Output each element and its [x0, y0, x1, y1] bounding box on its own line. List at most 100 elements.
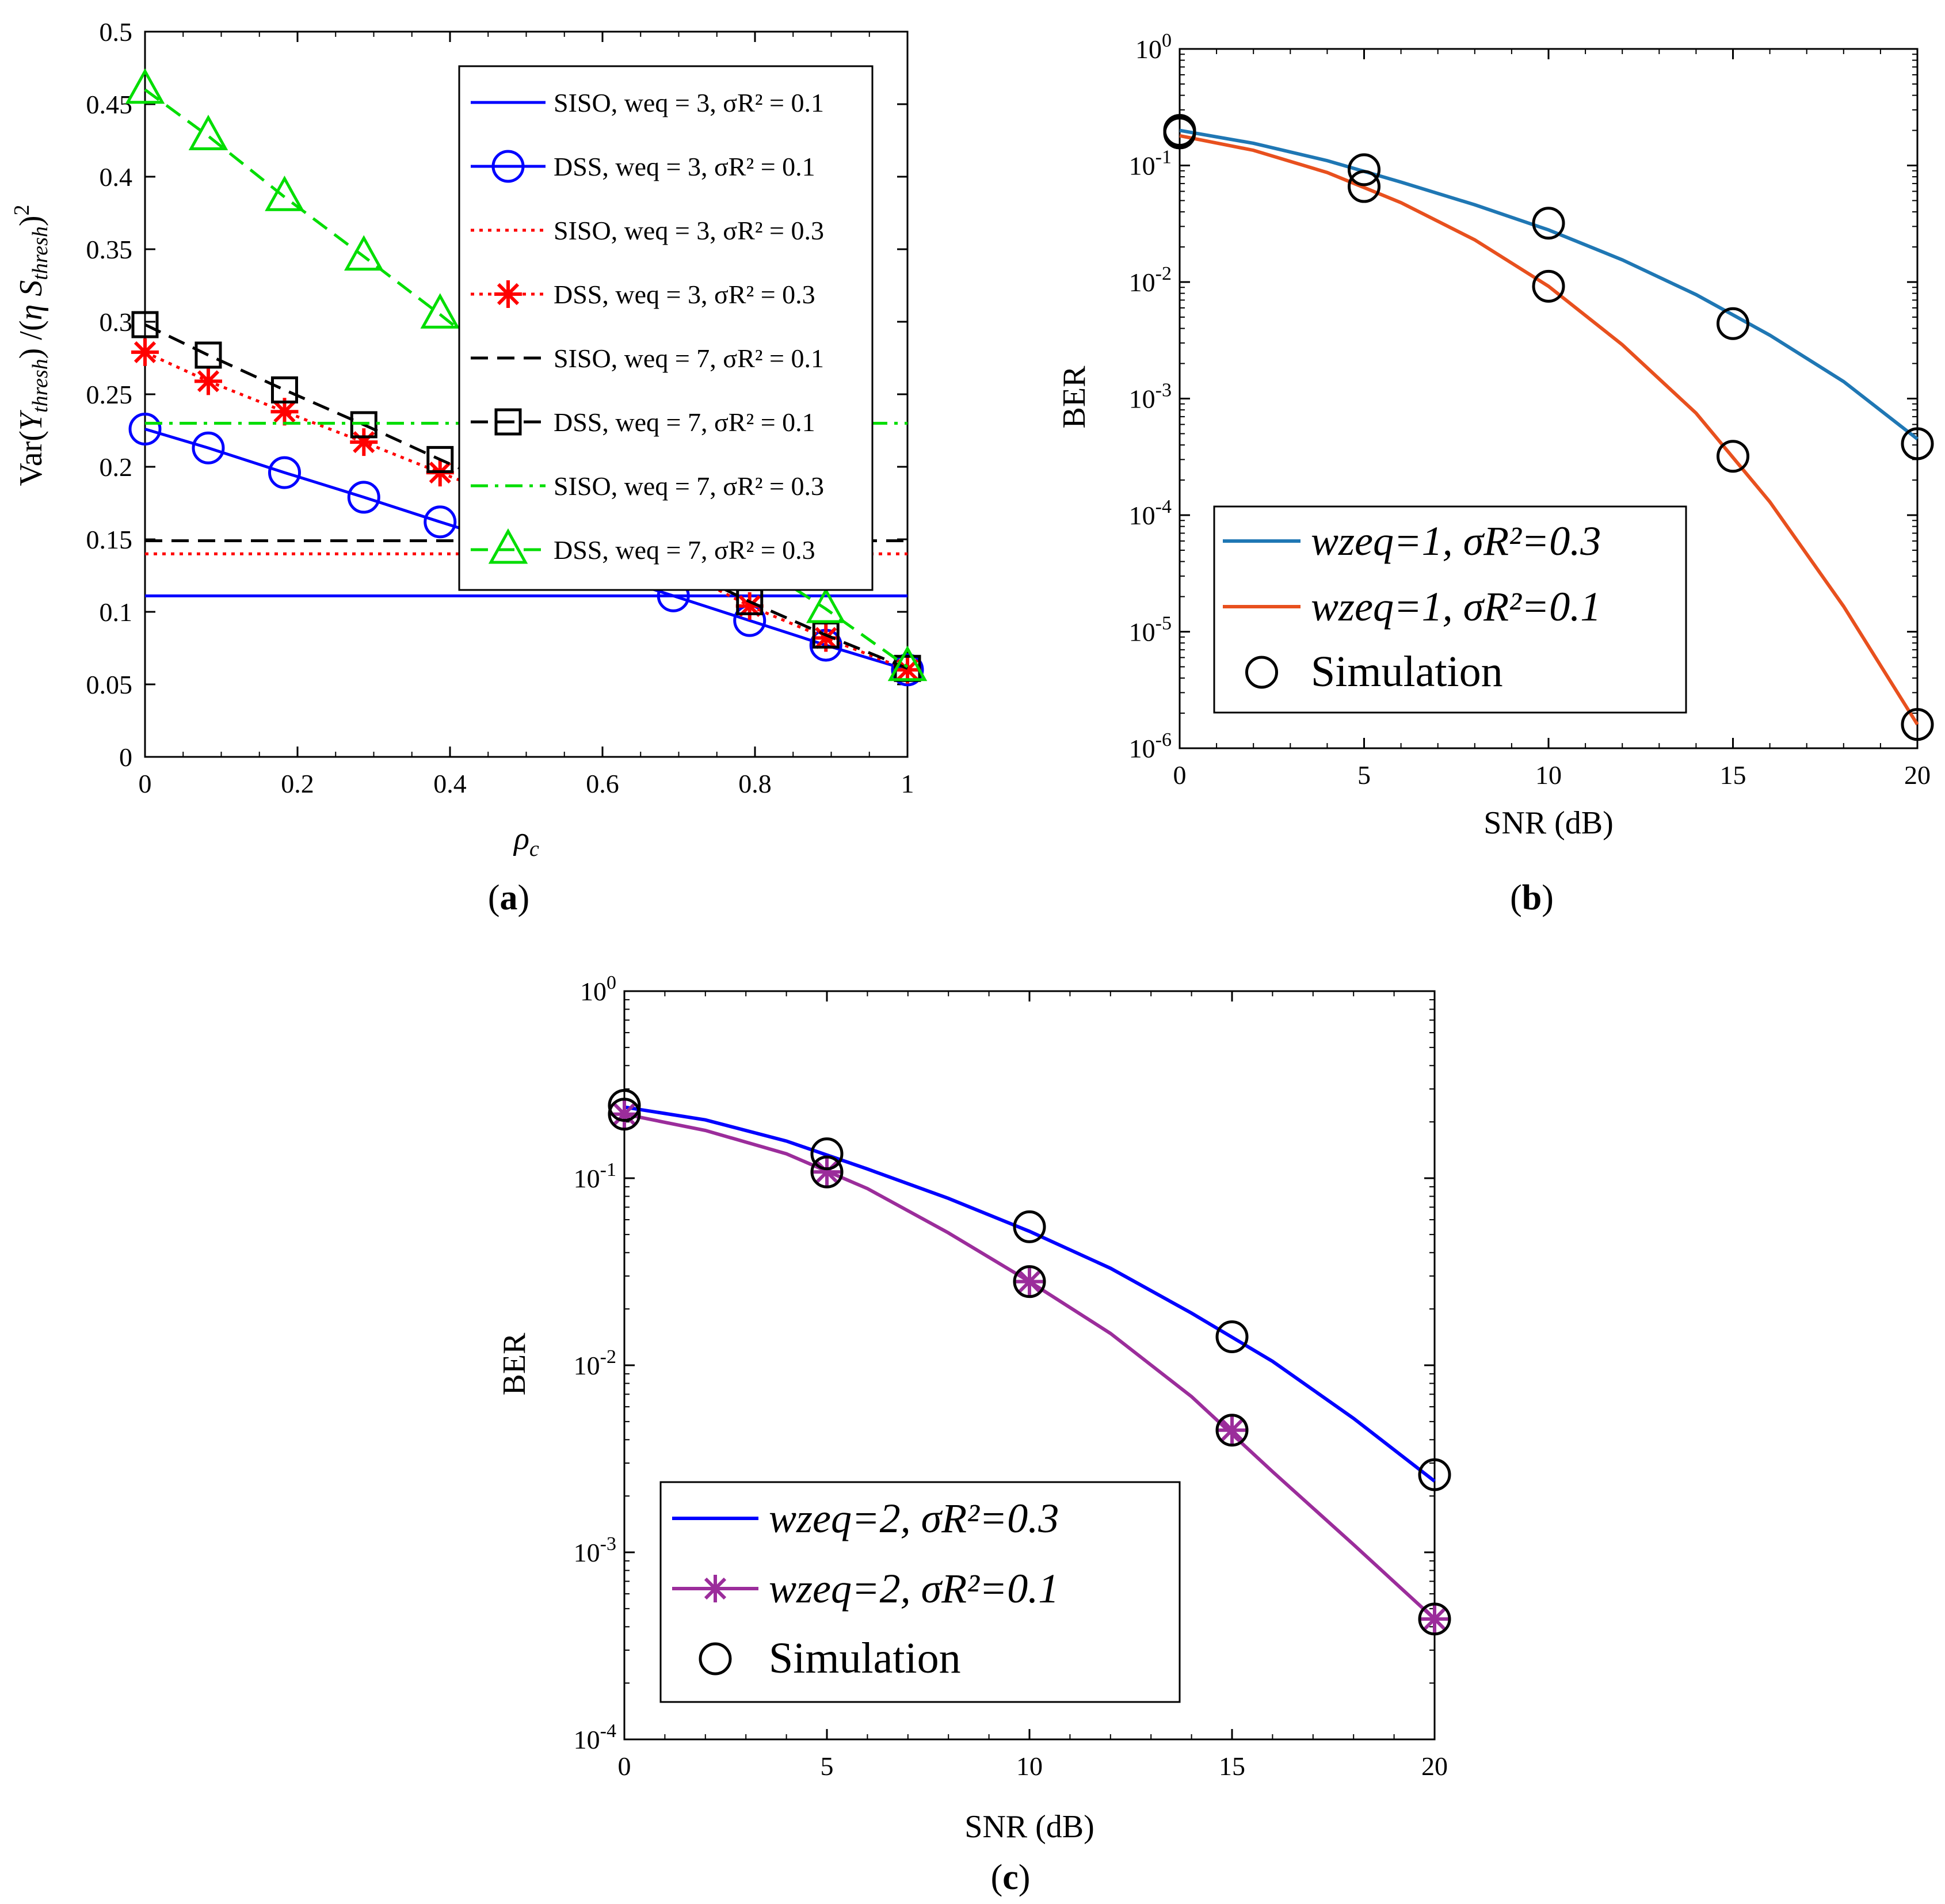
- chart-c-ytick-label: 10-1: [574, 1159, 616, 1193]
- chart-a-legend: SISO, weq = 3, σR² = 0.1 DSS, weq = 3, σR…: [458, 65, 874, 591]
- chart-a-point: [194, 341, 222, 369]
- chart-a-ytick-label: 0.35: [86, 235, 133, 264]
- chart-b-xtick-label: 5: [1357, 760, 1371, 790]
- chart-a-ytick-label: 0.5: [100, 17, 133, 47]
- chart-a-point-stroke: [896, 658, 919, 681]
- chart-a-point: [131, 311, 159, 338]
- chart-b-ylabel: BER: [1057, 365, 1092, 429]
- chart-a-ytick-label: 0.05: [86, 670, 133, 699]
- chart-a-xtick-label: 0.2: [281, 769, 314, 798]
- chart-b-point: [1532, 269, 1565, 303]
- chart-c-xlabel: SNR (dB): [964, 1809, 1094, 1845]
- chart-b-ytick-label: 10-3: [1129, 380, 1172, 414]
- chart-c-legend: wzeq=2, σR²=0.3 wzeq=2, σR²=0.1 Simulation: [659, 1481, 1181, 1703]
- chart-a-ytick-label: 0.15: [86, 525, 133, 554]
- chart-a-point: [350, 411, 377, 439]
- chart-a-ytick-label: 0.25: [86, 380, 133, 409]
- chart-c-point-stroke: [613, 1103, 636, 1125]
- chart-c-legend-marker-stroke: [704, 1577, 727, 1600]
- chart-a-legend-label: SISO, weq = 3, σR² = 0.3: [554, 216, 824, 245]
- chart-a-legend-marker: [494, 280, 522, 308]
- chart-c-legend-marker: [701, 1575, 729, 1602]
- chart-b-legend-label: Simulation: [1311, 648, 1503, 696]
- chart-b-ytick-label: 10-6: [1129, 729, 1172, 763]
- chart-a-legend-marker: [491, 150, 525, 183]
- chart-a-series-line: [144, 351, 908, 672]
- chart-b-xlabel: SNR (dB): [1483, 805, 1614, 841]
- chart-a-point: [270, 376, 298, 403]
- chart-c-ytick-label: 100: [580, 972, 616, 1006]
- chart-b-legend: wzeq=1, σR²=0.3 wzeq=1, σR²=0.1 Simulation: [1213, 505, 1687, 714]
- chart-a-point: [192, 431, 225, 464]
- chart-a-point: [424, 505, 457, 539]
- chart-b-series-line: [1179, 128, 1919, 441]
- chart-c-xtick-label: 5: [821, 1751, 834, 1781]
- chart-c-point: [1418, 1458, 1451, 1491]
- chart-b-series-line: [1179, 134, 1919, 726]
- chart-a-point-stroke: [273, 401, 296, 423]
- chart-a-xtick-label: 0.8: [738, 769, 772, 798]
- chart-a-point: [887, 645, 928, 681]
- chart-b-series: [1179, 128, 1919, 441]
- chart-a-point: [265, 176, 304, 211]
- chart-a-point: [806, 587, 846, 623]
- chart-a-point: [194, 367, 222, 395]
- chart-b-point: [1532, 207, 1565, 240]
- chart-a-point: [426, 445, 454, 473]
- chart-c-ytick-label: 10-3: [574, 1533, 616, 1567]
- chart-c-ytick-label: 10-2: [574, 1346, 616, 1380]
- chart-b-xtick-label: 10: [1535, 760, 1562, 790]
- chart-a-legend-marker-stroke: [497, 283, 520, 306]
- chart-c-point: [813, 1158, 841, 1186]
- chart-c-point: [1418, 1602, 1451, 1636]
- chart-b-legend-label: wzeq=1, σR²=0.3: [1311, 518, 1601, 564]
- chart-a-ylabel: Var(Ythresh) /(η Sthresh)2: [10, 204, 52, 486]
- chart-a-xtick-label: 0.4: [433, 769, 467, 798]
- chart-c-xtick-label: 10: [1016, 1751, 1043, 1781]
- chart-a-ytick-label: 0.1: [100, 597, 133, 627]
- chart-c-point: [1215, 1320, 1249, 1354]
- chart-a-legend-label: SISO, weq = 7, σR² = 0.1: [554, 344, 824, 373]
- chart-c-point-stroke: [1018, 1270, 1041, 1293]
- chart-b-series: [1179, 134, 1919, 726]
- chart-a-panel-label: (a): [488, 878, 529, 917]
- chart-b-ytick-label: 10-5: [1129, 613, 1172, 647]
- chart-b-series: [1163, 114, 1934, 741]
- chart-a-point: [131, 338, 159, 366]
- chart-c-point: [611, 1100, 638, 1128]
- chart-c-legend-label: wzeq=2, σR²=0.1: [769, 1566, 1059, 1612]
- chart-c-panel-label: (c): [991, 1858, 1031, 1897]
- chart-c-series: [608, 1089, 1451, 1636]
- chart-a-point: [347, 481, 380, 514]
- chart-a-point-stroke: [134, 341, 157, 364]
- chart-b-ytick-label: 10-4: [1129, 496, 1172, 530]
- chart-a-point: [188, 115, 228, 150]
- chart-a-legend-label: DSS, weq = 3, σR² = 0.1: [554, 152, 815, 181]
- chart-b-point: [1163, 116, 1196, 150]
- chart-a-ytick-label: 0: [119, 742, 132, 772]
- chart-c-point: [1013, 1265, 1046, 1298]
- chart-a-legend-label: SISO, weq = 3, σR² = 0.1: [554, 88, 824, 117]
- chart-c-point: [1421, 1605, 1448, 1633]
- chart-b-point: [1717, 307, 1749, 340]
- chart-c-point: [1016, 1267, 1043, 1296]
- chart-c-point-stroke: [815, 1161, 838, 1183]
- chart-c-point: [608, 1089, 641, 1122]
- chart-c-point-stroke: [1221, 1419, 1244, 1441]
- chart-b-xtick-label: 20: [1904, 760, 1931, 790]
- chart-b-panel-label: (b): [1510, 878, 1554, 917]
- chart-a-ytick-label: 0.4: [100, 162, 133, 192]
- chart-a-legend-label: SISO, weq = 7, σR² = 0.3: [554, 471, 824, 501]
- chart-b-point: [1717, 440, 1749, 473]
- chart-b-point: [1348, 170, 1380, 203]
- chart-c-xtick-label: 20: [1421, 1751, 1448, 1781]
- chart-a-ytick-label: 0.3: [100, 307, 133, 337]
- chart-c-legend-label: wzeq=2, σR²=0.3: [769, 1495, 1059, 1541]
- chart-b-ytick-label: 100: [1135, 30, 1172, 64]
- chart-a-ytick-label: 0.45: [86, 90, 133, 119]
- chart-a-legend-box: [458, 65, 874, 591]
- chart-a-legend-label: DSS, weq = 7, σR² = 0.1: [554, 408, 815, 437]
- chart-c-point: [810, 1155, 844, 1189]
